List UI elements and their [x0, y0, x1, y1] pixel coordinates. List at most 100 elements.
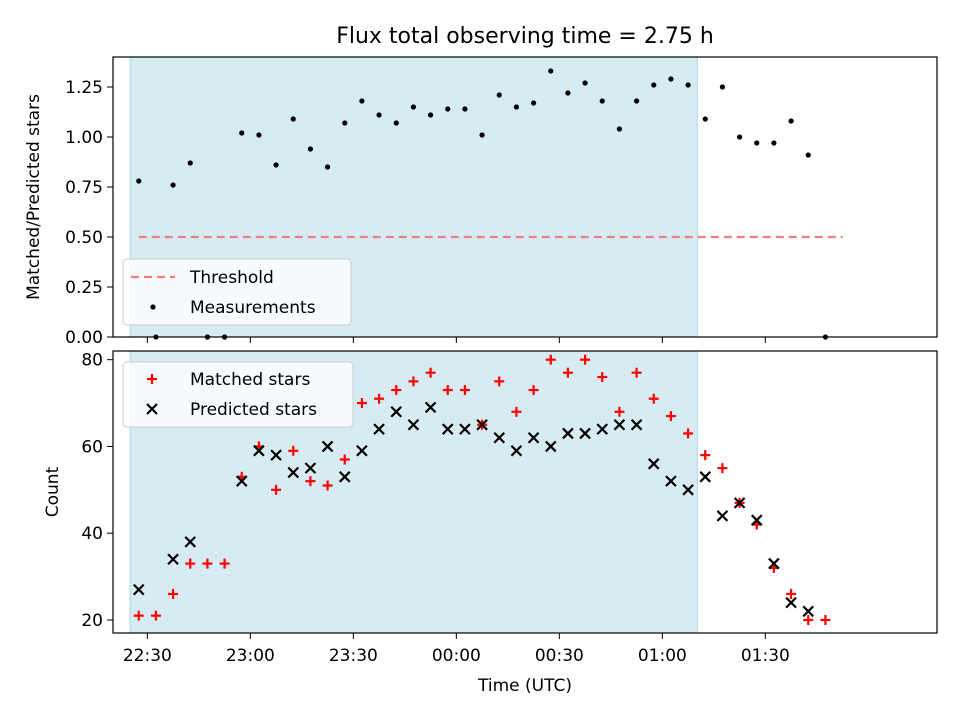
count-panel: 20 40 60 80 22:30 23:00 23:30 00:00 00:30 01:00 01…: [43, 350, 938, 666]
predicted-star-point: [802, 605, 815, 618]
measurement-point: [496, 92, 502, 98]
predicted-star-point: [132, 583, 145, 596]
matched-star-point: [442, 385, 453, 396]
matched-star-point: [511, 406, 522, 417]
matched-star-point: [288, 445, 299, 456]
matched-star-point: [185, 558, 196, 569]
predicted-star-point: [596, 423, 609, 435]
matched-star-point: [803, 614, 814, 625]
x-tick-label: 00:00: [432, 646, 481, 666]
matched-star-point: [528, 385, 539, 396]
ratio-legend: Threshold Measurements: [122, 258, 352, 326]
measurement-point: [702, 116, 708, 122]
matched-star-point: [271, 484, 282, 495]
legend-measurements-swatch: [150, 304, 156, 310]
measurement-point: [239, 130, 245, 136]
matched-star-point: [683, 428, 694, 439]
matched-star-point: [408, 376, 419, 387]
matched-star-point: [133, 610, 144, 621]
matched-star-point: [597, 372, 608, 383]
predicted-star-point: [682, 484, 694, 496]
matched-star-point: [305, 476, 316, 487]
measurement-point: [685, 82, 691, 88]
measurement-point: [187, 160, 193, 166]
legend-box: [122, 258, 352, 326]
ratio-y-tick-label: 0.75: [65, 178, 103, 198]
measurement-point: [668, 76, 674, 82]
measurement-point: [136, 178, 142, 184]
count-y-tick-label: 40: [81, 524, 103, 544]
measurement-point: [616, 126, 623, 132]
x-tick-label: 23:30: [329, 646, 378, 666]
predicted-star-point: [613, 418, 626, 431]
matched-star-point: [459, 385, 470, 396]
measurement-point: [805, 152, 811, 158]
measurement-point: [393, 120, 399, 126]
predicted-star-point: [184, 536, 197, 548]
matched-star-point: [150, 610, 161, 621]
count-y-tick-label: 60: [81, 437, 103, 457]
predicted-star-point: [321, 440, 334, 453]
x-tick-label: 01:00: [638, 646, 687, 666]
measurement-point: [410, 104, 417, 110]
predicted-star-point: [665, 475, 677, 487]
matched-star-point: [631, 367, 642, 378]
ratio-y-tick-label: 0.25: [65, 278, 103, 298]
matched-star-point: [391, 385, 402, 396]
measurement-point: [273, 162, 279, 168]
legend-measurements-label: Measurements: [190, 298, 316, 318]
predicted-star-point: [167, 553, 179, 566]
legend-matched-swatch: [147, 374, 157, 384]
measurement-point: [427, 112, 434, 118]
chart-title: Flux total observing time = 2.75 h: [336, 24, 714, 49]
matched-star-point: [820, 614, 831, 625]
count-y-tick-label: 20: [81, 611, 103, 631]
predicted-star-point: [750, 514, 763, 526]
matched-star-point: [665, 411, 676, 422]
legend-box: [122, 361, 354, 428]
measurement-point: [479, 132, 485, 138]
matched-star-point: [356, 398, 367, 409]
matched-star-point: [168, 588, 179, 599]
x-tick-label: 00:30: [535, 646, 584, 666]
ratio-y-tick-label: 1.00: [65, 128, 103, 148]
predicted-star-point: [424, 401, 437, 414]
measurement-point: [324, 164, 331, 170]
measurement-point: [462, 106, 468, 112]
predicted-star-point: [441, 423, 454, 435]
matched-star-point: [786, 588, 797, 599]
measurement-point: [771, 140, 777, 146]
legend-predicted-swatch: [146, 403, 158, 415]
matched-star-point: [545, 354, 556, 365]
predicted-star-point: [287, 466, 300, 479]
predicted-star-point: [476, 418, 488, 431]
matched-star-point: [322, 480, 333, 491]
measurement-point: [256, 132, 262, 138]
matched-star-point: [717, 463, 728, 474]
predicted-star-point: [579, 427, 591, 440]
ratio-y-tick-label: 1.25: [65, 78, 103, 98]
predicted-star-point: [733, 497, 746, 509]
predicted-star-point: [270, 449, 282, 461]
x-tick-label: 23:00: [226, 646, 275, 666]
predicted-star-point: [768, 557, 780, 570]
measurement-point: [530, 100, 537, 106]
predicted-star-point: [716, 510, 729, 522]
matched-star-point: [374, 393, 385, 404]
x-tick-label: 22:30: [123, 646, 172, 666]
measurement-point: [582, 80, 588, 86]
matched-star-point: [219, 558, 230, 569]
predicted-star-point: [562, 427, 574, 440]
measurement-point: [754, 140, 760, 146]
count-frame: [112, 350, 938, 634]
ratio-frame: [112, 56, 938, 338]
count-legend: Matched stars Predicted stars: [122, 361, 354, 428]
predicted-star-point: [338, 471, 351, 483]
predicted-star-point: [544, 440, 557, 453]
ratio-y-tick-label: 0.50: [65, 228, 103, 248]
measurement-point: [736, 134, 743, 140]
measurement-point: [359, 98, 365, 104]
predicted-star-point: [527, 431, 540, 444]
predicted-star-point: [235, 475, 248, 487]
